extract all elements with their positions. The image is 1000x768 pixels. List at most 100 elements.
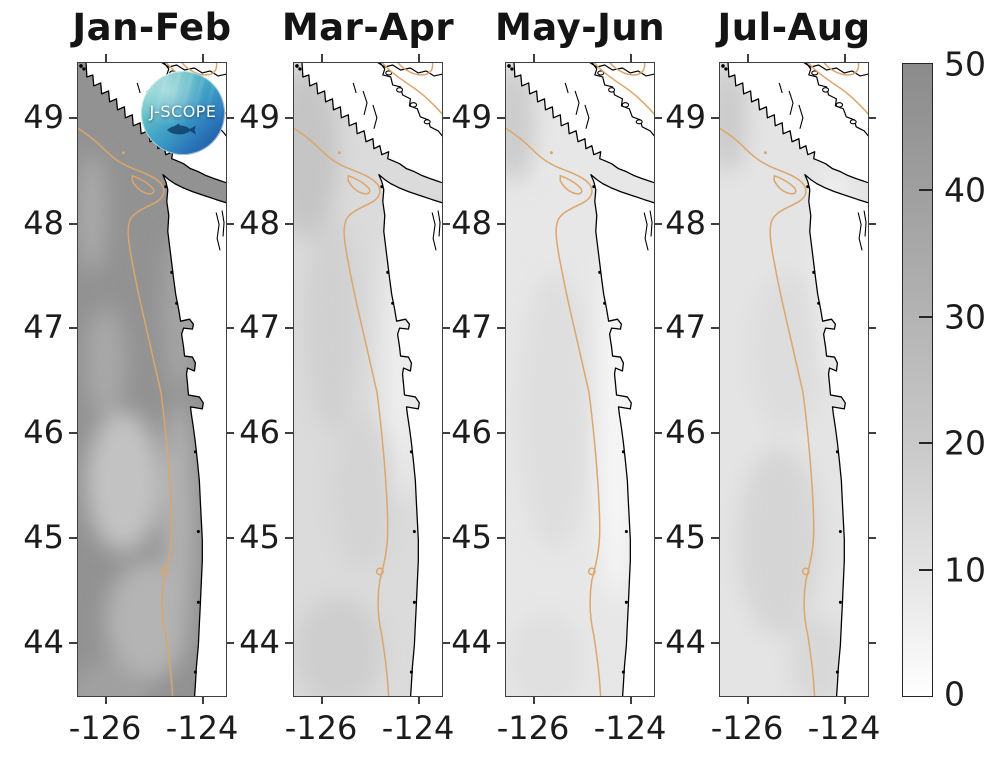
colorbar-tick-label: 50 bbox=[944, 44, 986, 84]
axis-tick-mark bbox=[226, 537, 234, 539]
axis-tick-mark bbox=[285, 327, 293, 329]
axis-tick-mark bbox=[69, 432, 77, 434]
axis-tick-mark bbox=[69, 223, 77, 225]
axis-tick-mark bbox=[226, 223, 234, 225]
fish-icon bbox=[167, 123, 196, 135]
colorbar-tick-label: 20 bbox=[944, 423, 986, 463]
lon-tick-label: -126 bbox=[68, 709, 142, 747]
colorbar-tick-label: 40 bbox=[944, 170, 986, 210]
lat-tick-label: 47 bbox=[23, 308, 64, 346]
map-plot-area-4 bbox=[711, 54, 876, 704]
axis-tick-mark bbox=[442, 327, 450, 329]
map-panel-3: May-Jun 49 48 47 46 45 44 bbox=[451, 6, 666, 744]
map-panel-1: Jan-Feb 49 48 47 bbox=[23, 6, 238, 744]
lat-tick-label: 44 bbox=[451, 623, 492, 661]
axis-tick-mark bbox=[654, 432, 662, 434]
colorbar-tick-20 bbox=[919, 442, 932, 444]
axis-tick-mark bbox=[226, 432, 234, 434]
axis-tick-mark bbox=[285, 117, 293, 119]
axis-tick-mark bbox=[868, 117, 876, 119]
ocean-shading bbox=[506, 63, 637, 696]
axis-tick-mark bbox=[285, 223, 293, 225]
light-rays-decoration bbox=[141, 71, 225, 155]
panel-title-mar-apr: Mar-Apr bbox=[281, 6, 455, 49]
colorbar-tick-label: 30 bbox=[944, 297, 986, 337]
axis-tick-mark bbox=[711, 223, 719, 225]
axis-tick-mark bbox=[747, 696, 749, 704]
lat-tick-label: 48 bbox=[451, 204, 492, 242]
axis-tick-mark bbox=[868, 327, 876, 329]
lat-tick-label: 46 bbox=[665, 413, 706, 451]
axis-tick-mark bbox=[442, 432, 450, 434]
lat-tick-label: 46 bbox=[239, 413, 280, 451]
axis-tick-mark bbox=[105, 54, 107, 62]
map-plot-area-3 bbox=[497, 54, 662, 704]
axis-tick-mark bbox=[654, 327, 662, 329]
lat-tick-label: 44 bbox=[23, 623, 64, 661]
axis-tick-mark bbox=[868, 223, 876, 225]
axis-tick-mark bbox=[533, 696, 535, 704]
lat-tick-label: 49 bbox=[451, 98, 492, 136]
axis-tick-mark bbox=[321, 696, 323, 704]
jscope-logo: J-SCOPE bbox=[141, 71, 225, 155]
axis-tick-mark bbox=[202, 54, 204, 62]
lat-tick-label: 45 bbox=[23, 518, 64, 556]
axis-tick-mark bbox=[497, 327, 505, 329]
axis-tick-mark bbox=[69, 327, 77, 329]
map-svg-3 bbox=[506, 63, 654, 696]
axis-tick-mark bbox=[844, 54, 846, 62]
axis-tick-mark bbox=[69, 537, 77, 539]
lat-tick-label: 48 bbox=[665, 204, 706, 242]
axis-tick-mark bbox=[868, 642, 876, 644]
lat-tick-label: 44 bbox=[239, 623, 280, 661]
lat-tick-label: 45 bbox=[239, 518, 280, 556]
axis-tick-mark bbox=[844, 696, 846, 704]
axis-tick-mark bbox=[711, 117, 719, 119]
lon-tick-label: -124 bbox=[381, 709, 455, 747]
axis-tick-mark bbox=[321, 54, 323, 62]
lat-tick-label: 46 bbox=[451, 413, 492, 451]
axis-tick-mark bbox=[442, 537, 450, 539]
axis-tick-mark bbox=[868, 432, 876, 434]
axis-tick-mark bbox=[654, 223, 662, 225]
axis-tick-mark bbox=[711, 537, 719, 539]
colorbar-tick-label: 10 bbox=[944, 550, 986, 590]
map-svg-4 bbox=[720, 63, 868, 696]
axis-tick-mark bbox=[868, 537, 876, 539]
axis-tick-mark bbox=[497, 117, 505, 119]
axis-tick-mark bbox=[747, 54, 749, 62]
panel-title-jul-aug: Jul-Aug bbox=[717, 6, 871, 49]
axis-tick-mark bbox=[497, 432, 505, 434]
lon-tick-label: -124 bbox=[807, 709, 881, 747]
axis-tick-mark bbox=[654, 117, 662, 119]
colorbar-tick-30 bbox=[919, 316, 932, 318]
axis-tick-mark bbox=[226, 642, 234, 644]
axis-tick-mark bbox=[442, 117, 450, 119]
axis-tick-mark bbox=[69, 117, 77, 119]
axis-tick-mark bbox=[105, 696, 107, 704]
axis-tick-mark bbox=[711, 327, 719, 329]
axis-tick-mark bbox=[285, 642, 293, 644]
lon-tick-label: -124 bbox=[165, 709, 239, 747]
axis-tick-mark bbox=[630, 696, 632, 704]
axis-tick-mark bbox=[418, 696, 420, 704]
axis-tick-mark bbox=[442, 223, 450, 225]
lat-tick-label: 45 bbox=[665, 518, 706, 556]
axis-tick-mark bbox=[285, 432, 293, 434]
colorbar-tick-label: 0 bbox=[944, 674, 965, 714]
lat-tick-label: 48 bbox=[239, 204, 280, 242]
axis-tick-mark bbox=[711, 642, 719, 644]
axis-tick-mark bbox=[497, 223, 505, 225]
lon-tick-label: -126 bbox=[710, 709, 784, 747]
axis-tick-mark bbox=[497, 537, 505, 539]
axis-tick-mark bbox=[442, 642, 450, 644]
axis-tick-mark bbox=[654, 642, 662, 644]
lon-tick-label: -126 bbox=[284, 709, 358, 747]
panel-title-may-jun: May-Jun bbox=[494, 6, 666, 49]
map-svg-1 bbox=[78, 63, 226, 696]
map-panel-4: Jul-Aug 49 48 47 46 45 44 bbox=[665, 6, 880, 744]
axis-tick-mark bbox=[654, 537, 662, 539]
axis-tick-mark bbox=[418, 54, 420, 62]
axis-tick-mark bbox=[226, 117, 234, 119]
